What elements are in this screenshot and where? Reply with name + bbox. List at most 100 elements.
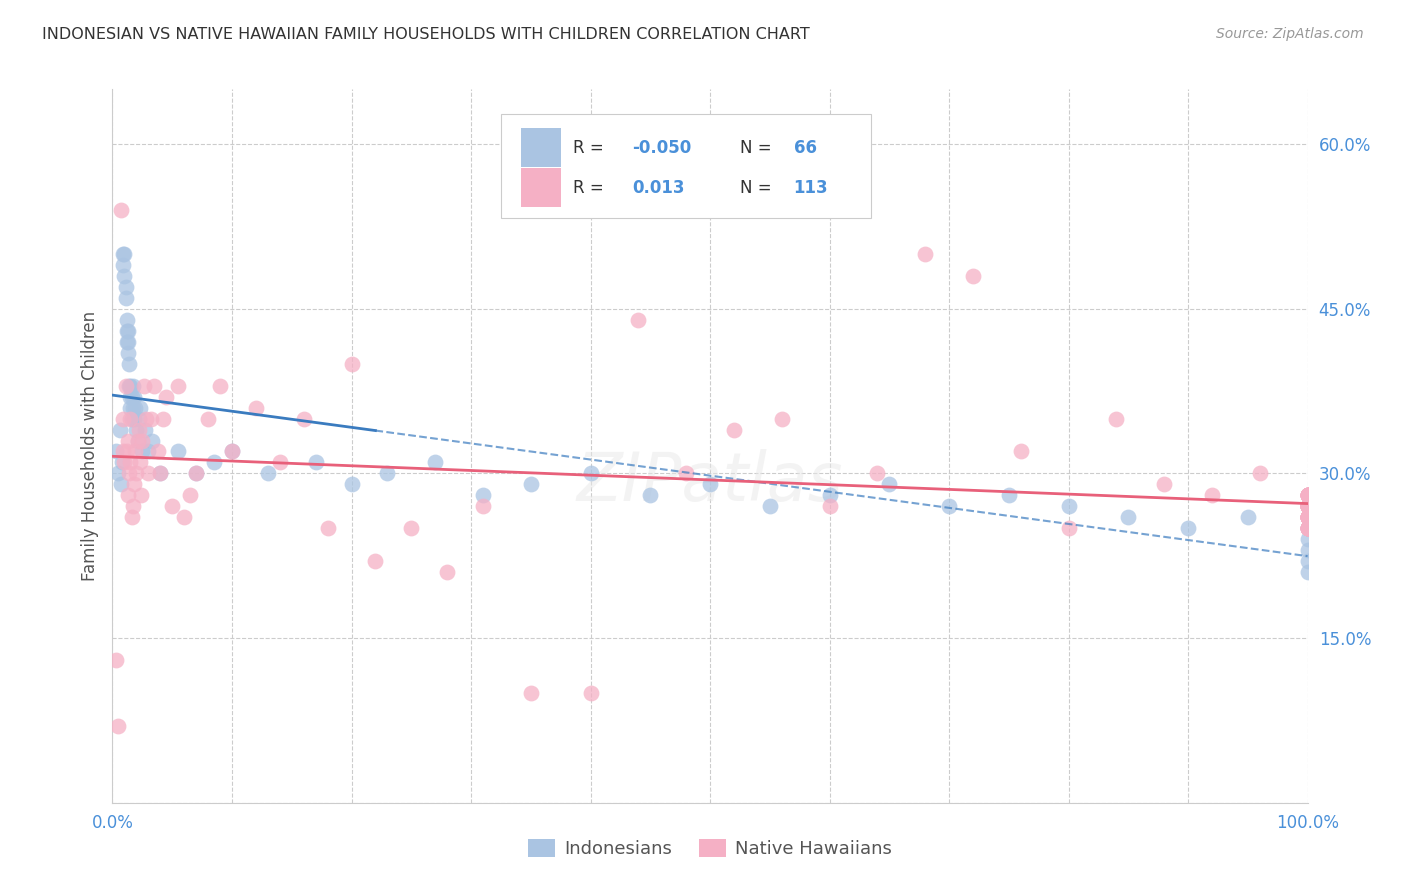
Point — [1296, 500, 1319, 514]
Point — [186, 467, 208, 481]
Point — [128, 411, 150, 425]
Point — [866, 467, 889, 481]
Point — [197, 411, 219, 425]
Point — [121, 411, 143, 425]
Point — [167, 444, 190, 458]
Point — [1296, 500, 1319, 514]
Text: 66: 66 — [794, 139, 817, 157]
Point — [117, 334, 139, 349]
Point — [1296, 488, 1319, 502]
Point — [1296, 521, 1319, 535]
Point — [1296, 510, 1319, 524]
Point — [1296, 554, 1319, 568]
Point — [879, 477, 901, 491]
Point — [579, 467, 602, 481]
Point — [1296, 521, 1319, 535]
Point — [114, 247, 135, 261]
Point — [1296, 500, 1319, 514]
Point — [134, 423, 156, 437]
Point — [112, 247, 135, 261]
Point — [998, 488, 1021, 502]
Point — [1296, 510, 1319, 524]
Point — [1296, 510, 1319, 524]
Point — [120, 401, 142, 415]
Point — [221, 444, 243, 458]
Point — [472, 488, 495, 502]
Point — [1296, 533, 1319, 547]
Point — [257, 467, 280, 481]
Point — [1237, 510, 1260, 524]
Point — [115, 444, 138, 458]
Point — [818, 488, 841, 502]
Point — [146, 444, 169, 458]
Point — [1296, 488, 1319, 502]
Point — [269, 455, 291, 469]
Point — [114, 280, 136, 294]
Point — [938, 500, 960, 514]
Text: 113: 113 — [794, 178, 828, 196]
Point — [1296, 521, 1319, 535]
Point — [1296, 521, 1319, 535]
Point — [962, 268, 984, 283]
Point — [1296, 510, 1319, 524]
Point — [118, 467, 141, 481]
Point — [1296, 521, 1319, 535]
Point — [1296, 510, 1319, 524]
Point — [723, 423, 745, 437]
Y-axis label: Family Households with Children: Family Households with Children — [80, 311, 98, 581]
Point — [112, 258, 135, 272]
Point — [818, 500, 841, 514]
Point — [131, 444, 153, 458]
Point — [1296, 566, 1319, 580]
Point — [120, 411, 142, 425]
Text: -0.050: -0.050 — [633, 139, 692, 157]
Point — [1296, 521, 1319, 535]
Point — [120, 390, 142, 404]
Point — [115, 334, 138, 349]
Point — [152, 411, 174, 425]
Point — [149, 467, 172, 481]
Point — [1296, 488, 1319, 502]
Point — [112, 411, 135, 425]
Point — [759, 500, 782, 514]
Point — [121, 390, 143, 404]
Point — [340, 357, 363, 371]
Text: 0.013: 0.013 — [633, 178, 685, 196]
Point — [149, 467, 172, 481]
Point — [640, 488, 662, 502]
Point — [340, 477, 363, 491]
Point — [112, 444, 135, 458]
Point — [305, 455, 328, 469]
Point — [120, 455, 142, 469]
Point — [129, 455, 152, 469]
Point — [1296, 500, 1319, 514]
Point — [121, 500, 143, 514]
Point — [202, 455, 225, 469]
Point — [364, 554, 387, 568]
Point — [1201, 488, 1223, 502]
Point — [117, 488, 139, 502]
Point — [1296, 488, 1319, 502]
Point — [209, 378, 232, 392]
Point — [1296, 500, 1319, 514]
Point — [245, 401, 267, 415]
Point — [186, 467, 208, 481]
Point — [122, 390, 145, 404]
Point — [117, 324, 139, 338]
Point — [173, 510, 195, 524]
Point — [1118, 510, 1140, 524]
Point — [1296, 500, 1319, 514]
Point — [1296, 500, 1319, 514]
Point — [117, 434, 139, 448]
Point — [132, 378, 155, 392]
Point — [135, 411, 157, 425]
Text: ZIPatlas: ZIPatlas — [576, 449, 844, 515]
Point — [124, 401, 146, 415]
Point — [1296, 488, 1319, 502]
Point — [167, 378, 190, 392]
FancyBboxPatch shape — [501, 114, 872, 218]
Point — [1296, 510, 1319, 524]
Point — [125, 467, 148, 481]
Point — [110, 202, 132, 217]
Point — [1105, 411, 1128, 425]
